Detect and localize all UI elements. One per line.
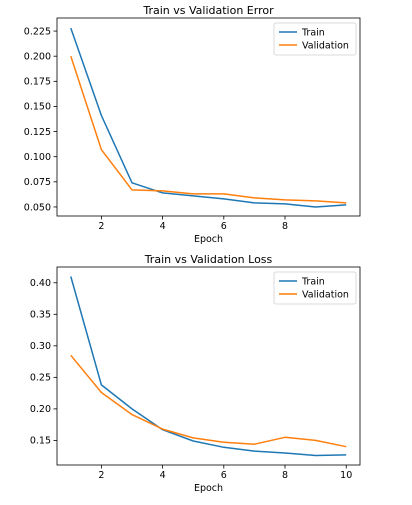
plot-frame (56, 266, 361, 466)
y-tick-label: 0.075 (24, 177, 51, 188)
loss-chart: Train vs Validation Loss 2 4 6 8 10 0.15 0.20 0.… (30, 253, 361, 494)
x-axis-title: Epoch (194, 483, 223, 494)
y-tick-label: 0.200 (24, 51, 51, 62)
legend-label-train: Train (301, 27, 325, 38)
x-tick-label: 2 (98, 470, 104, 481)
chart-title: Train vs Validation Error (142, 4, 274, 17)
x-tick-label: 4 (160, 221, 166, 232)
legend-label-validation: Validation (302, 289, 349, 300)
y-tick-label: 0.15 (30, 436, 51, 447)
y-tick-label: 0.20 (30, 404, 51, 415)
legend (273, 271, 357, 305)
x-tick-label: 6 (221, 470, 227, 481)
y-tick-label: 0.125 (24, 127, 51, 138)
y-tick-label: 0.225 (24, 26, 51, 37)
series-line-train (70, 27, 347, 208)
plot-frame (56, 17, 361, 217)
legend-label-train: Train (301, 276, 325, 287)
y-tick-label: 0.40 (30, 278, 51, 289)
x-tick-label: 2 (98, 221, 104, 232)
y-tick-label: 0.150 (24, 102, 51, 113)
legend (273, 22, 357, 56)
x-tick-label: 6 (221, 221, 227, 232)
x-axis-title: Epoch (194, 234, 223, 245)
y-tick-label: 0.35 (30, 310, 51, 321)
chart-title: Train vs Validation Loss (144, 253, 273, 266)
error-chart: Train vs Validation Error 2 4 6 8 0.050 0.075 0… (24, 4, 361, 245)
series-line-train (70, 276, 347, 457)
y-tick-label: 0.175 (24, 77, 51, 88)
y-tick-label: 0.100 (24, 152, 51, 163)
series-line-validation (70, 354, 347, 448)
x-tick-label: 8 (282, 221, 288, 232)
x-tick-label: 10 (340, 470, 352, 481)
x-tick-label: 8 (282, 470, 288, 481)
y-tick-label: 0.25 (30, 373, 51, 384)
series-line-validation (70, 55, 347, 204)
y-tick-label: 0.050 (24, 202, 51, 213)
legend-label-validation: Validation (302, 40, 349, 51)
y-tick-label: 0.30 (30, 341, 51, 352)
x-tick-label: 4 (160, 470, 166, 481)
